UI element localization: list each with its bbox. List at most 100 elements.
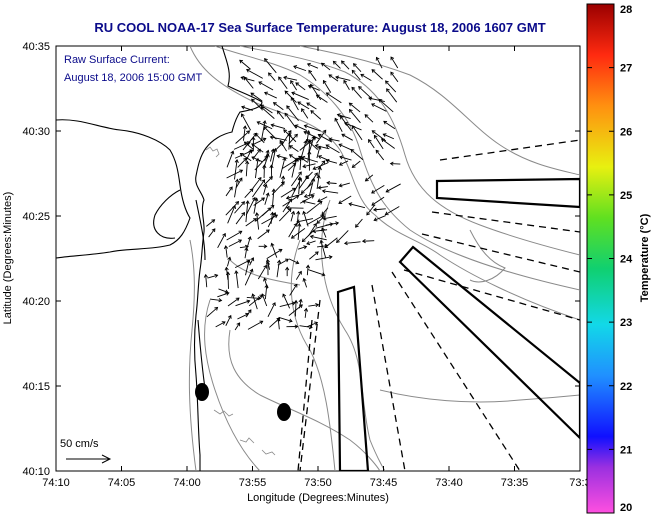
current-vector-head: [300, 190, 305, 194]
current-vector: [244, 247, 248, 259]
annotation-line-1: Raw Surface Current:: [64, 54, 170, 66]
current-vector: [373, 215, 386, 221]
current-vector-head: [390, 71, 395, 76]
current-vector-head: [325, 92, 330, 97]
x-tick-label: 73:50: [304, 477, 332, 489]
current-vector: [243, 76, 254, 89]
current-vector-head: [269, 164, 274, 169]
current-vector-head: [303, 194, 308, 199]
current-vector-head: [321, 272, 326, 277]
annotation-line-2: August 18, 2006 15:00 GMT: [64, 72, 202, 84]
current-vector-head: [245, 160, 250, 165]
current-vector-head: [361, 239, 366, 244]
x-axis-ticks: 74:10 74:05 74:00 73:55 73:50 73:45 73:40 73:35…: [42, 46, 591, 489]
current-vector-head: [271, 188, 276, 193]
current-vector-head: [298, 270, 302, 275]
current-vector-head: [296, 210, 301, 215]
current-vector-head: [265, 192, 270, 197]
current-vector: [227, 205, 236, 224]
current-vector-head: [351, 86, 356, 91]
current-vector: [269, 149, 274, 162]
current-vector-head: [338, 200, 343, 204]
current-vector: [249, 257, 254, 266]
current-vector-head: [246, 130, 251, 135]
current-vector: [339, 156, 352, 161]
current-vector: [293, 65, 307, 72]
current-vector: [351, 87, 362, 99]
current-vector: [385, 183, 401, 193]
y-tick-label: 40:15: [22, 381, 50, 393]
current-vector-head: [261, 197, 266, 202]
current-vector-head: [339, 155, 344, 160]
current-vector: [235, 270, 239, 289]
current-vector-head: [263, 183, 268, 188]
current-vector-head: [319, 239, 324, 244]
x-tick-label: 73:55: [239, 477, 267, 489]
current-vector-head: [251, 293, 256, 298]
current-vector: [270, 212, 274, 224]
current-vector-head: [305, 175, 310, 180]
current-vector-head: [343, 121, 348, 126]
current-vector-head: [262, 164, 267, 169]
current-vector: [349, 102, 361, 113]
current-vector-head: [248, 149, 252, 154]
current-vector: [227, 257, 231, 267]
current-vector: [254, 138, 266, 145]
current-vector-head: [317, 166, 322, 171]
current-vector: [291, 159, 297, 178]
current-vector-head: [373, 207, 377, 212]
current-vector-head: [241, 201, 245, 206]
current-vector-head: [305, 264, 311, 269]
current-vector-head: [322, 129, 327, 134]
colorbar-tick-label: 21: [620, 444, 632, 456]
current-vector-head: [386, 88, 390, 93]
current-vector: [206, 307, 218, 318]
current-vector: [245, 259, 250, 276]
current-vector-head: [298, 155, 302, 160]
current-vector-head: [279, 139, 284, 144]
current-vector: [316, 215, 326, 224]
current-vector: [235, 300, 250, 307]
current-vector-head: [320, 62, 325, 67]
current-vector-head: [311, 177, 316, 182]
current-vector: [339, 160, 349, 166]
current-vector-head: [254, 197, 259, 202]
current-vector-head: [281, 175, 286, 180]
current-vector: [207, 274, 218, 279]
current-vector-head: [390, 56, 395, 61]
current-vector: [371, 196, 385, 206]
current-vector: [358, 86, 373, 100]
current-vector: [316, 146, 321, 159]
current-vector-head: [257, 148, 261, 153]
current-vector-head: [338, 161, 343, 166]
current-vector: [297, 101, 310, 110]
current-vector-head: [310, 83, 314, 88]
current-vector-head: [317, 155, 322, 159]
current-vector-head: [259, 320, 264, 325]
current-vector-head: [321, 227, 325, 232]
current-vector: [315, 144, 330, 150]
current-vector: [301, 156, 319, 163]
current-vector: [336, 230, 349, 243]
plot-area: [55, 45, 581, 472]
current-vector: [297, 223, 300, 240]
current-vector-head: [288, 154, 293, 158]
current-vector: [351, 70, 361, 81]
current-vector-head: [289, 145, 293, 149]
current-vector: [290, 80, 298, 91]
current-vector-head: [324, 243, 329, 248]
current-vector-head: [306, 130, 311, 134]
current-vector-head: [325, 144, 330, 149]
current-vector-head: [314, 251, 319, 256]
current-vector: [371, 69, 383, 80]
current-vector: [308, 223, 317, 237]
current-vector: [248, 294, 263, 307]
current-vector: [228, 239, 242, 247]
current-vector-head: [317, 145, 322, 150]
current-vector: [295, 82, 306, 91]
current-vector-head: [270, 148, 275, 153]
current-vector-head: [251, 98, 255, 103]
current-vector-head: [236, 322, 241, 327]
current-vector: [313, 162, 329, 170]
x-tick-label: 74:00: [173, 477, 201, 489]
